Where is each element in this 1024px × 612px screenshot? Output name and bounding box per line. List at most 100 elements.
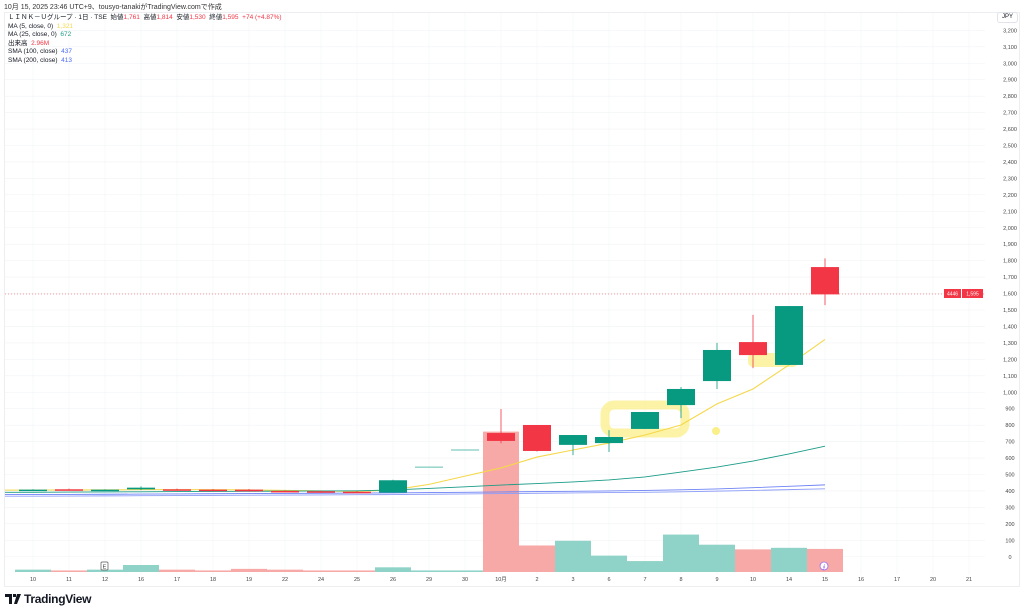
volume-bar (555, 540, 591, 572)
x-tick-label: 6 (607, 577, 610, 583)
x-tick-label: 20 (930, 577, 936, 583)
svg-text:4446: 4446 (947, 292, 958, 298)
series-line-ma25 (5, 445, 826, 493)
volume-bar (807, 548, 843, 572)
close-label: 終値 (209, 14, 223, 21)
volume-bar (735, 549, 771, 572)
x-tick-label: 18 (210, 577, 216, 583)
indicator-value: 2.96M (31, 39, 50, 47)
y-tick-label: 2,200 (1003, 193, 1017, 199)
y-tick-label: 900 (1005, 407, 1014, 413)
candle-body[interactable] (163, 489, 191, 491)
x-tick-label: 3 (571, 577, 574, 583)
x-tick-label: 8 (679, 577, 682, 583)
indicator-volume[interactable]: 出来高 2.96M (8, 40, 282, 49)
chart-caption: 10月 15, 2025 23:46 UTC+9、tousyo-tanakiがT… (4, 4, 222, 11)
x-tick-label: 7 (643, 577, 646, 583)
legend-ohlc: ＬＩＮＫ－Ｕグループ · 1日 · TSE 始値1,761 高値1,814 安値… (8, 14, 282, 23)
candle-body[interactable] (595, 436, 623, 444)
x-tick-label: 30 (462, 577, 468, 583)
volume-bar (267, 569, 303, 572)
dividend-marker[interactable]: ∮ (819, 561, 829, 571)
candle-body[interactable] (487, 433, 515, 441)
x-tick-label: 2 (535, 577, 538, 583)
volume-bar (195, 570, 231, 572)
candle-body[interactable] (127, 487, 155, 490)
y-tick-label: 300 (1005, 505, 1014, 511)
candle-body[interactable] (271, 490, 299, 493)
volume-bar (375, 567, 411, 572)
change-value: +74 (+4.87%) (242, 14, 282, 21)
y-tick-label: 2,300 (1003, 176, 1017, 182)
volume-bar (519, 545, 555, 572)
indicator-value: 437 (61, 48, 72, 56)
candle-body[interactable] (235, 489, 263, 492)
y-tick-label: 1,300 (1003, 341, 1017, 347)
y-tick-label: 2,900 (1003, 78, 1017, 84)
svg-text:∮: ∮ (823, 564, 826, 571)
open-label: 始値 (110, 14, 124, 21)
volume-bar (123, 564, 159, 572)
candle-body[interactable] (19, 489, 47, 492)
x-tick-label: 10 (30, 577, 36, 583)
candle-body[interactable] (199, 489, 227, 492)
volume-bar (663, 534, 699, 572)
indicator-sma100[interactable]: SMA (100, close) 437 (8, 48, 282, 57)
price-tag: 4446 1,595 (944, 289, 983, 298)
candle-body[interactable] (379, 480, 407, 493)
x-tick-label: 21 (966, 577, 972, 583)
candle-body[interactable] (811, 267, 839, 295)
x-tick-label: 16 (138, 577, 144, 583)
indicator-value: 672 (60, 31, 72, 39)
y-tick-label: 800 (1005, 423, 1014, 429)
y-tick-label: 2,000 (1003, 226, 1017, 232)
tradingview-logo[interactable]: TradingView (5, 592, 91, 606)
x-tick-label: 10月 (495, 576, 507, 583)
x-tick-label: 9 (715, 577, 718, 583)
series-line-sma200 (5, 488, 826, 497)
x-tick-label: 19 (246, 577, 252, 583)
volume-bar (411, 570, 447, 572)
x-tick-label: 25 (354, 577, 360, 583)
candle-body[interactable] (667, 388, 695, 406)
currency-button[interactable]: JPY (997, 12, 1019, 23)
tradingview-logo-icon (5, 594, 21, 604)
candle-body[interactable] (631, 411, 659, 429)
y-tick-label: 1,400 (1003, 324, 1017, 330)
x-tick-label: 12 (102, 577, 108, 583)
series-line-ma5 (5, 338, 826, 492)
y-tick-label: 600 (1005, 456, 1014, 462)
x-tick-label: 17 (894, 577, 900, 583)
candle-body[interactable] (703, 349, 731, 382)
x-tick-label: 16 (858, 577, 864, 583)
x-tick-label: 15 (822, 577, 828, 583)
svg-text:E: E (103, 565, 107, 571)
x-tick-label: 11 (66, 577, 72, 583)
indicator-name: SMA (200, close) (8, 56, 58, 64)
x-tick-label: 24 (318, 577, 324, 583)
indicator-name: SMA (100, close) (8, 48, 58, 56)
indicator-name: MA (5, close, 0) (8, 22, 54, 30)
y-tick-label: 1,900 (1003, 242, 1017, 248)
volume-bar (303, 570, 339, 572)
y-tick-label: 500 (1005, 473, 1014, 479)
candle-body[interactable] (91, 489, 119, 492)
candle-body[interactable] (739, 342, 767, 356)
chart-legend: ＬＩＮＫ－Ｕグループ · 1日 · TSE 始値1,761 高値1,814 安値… (8, 14, 282, 66)
candle-body[interactable] (775, 306, 803, 365)
indicator-ma25[interactable]: MA (25, close, 0) 672 (8, 31, 282, 40)
candle-body[interactable] (343, 491, 371, 494)
indicator-sma200[interactable]: SMA (200, close) 413 (8, 57, 282, 66)
indicator-name: MA (25, close, 0) (8, 31, 57, 39)
candle-body[interactable] (307, 491, 335, 493)
candle-body[interactable] (523, 424, 551, 451)
y-tick-label: 1,000 (1003, 390, 1017, 396)
y-tick-label: 400 (1005, 489, 1014, 495)
symbol-title[interactable]: ＬＩＮＫ－Ｕグループ · 1日 · TSE (8, 14, 107, 21)
indicator-ma5[interactable]: MA (5, close, 0) 1,321 (8, 23, 282, 32)
y-tick-label: 100 (1005, 538, 1014, 544)
candle-body[interactable] (559, 435, 587, 445)
candle-body[interactable] (55, 489, 83, 491)
earnings-marker[interactable]: E (100, 561, 109, 571)
